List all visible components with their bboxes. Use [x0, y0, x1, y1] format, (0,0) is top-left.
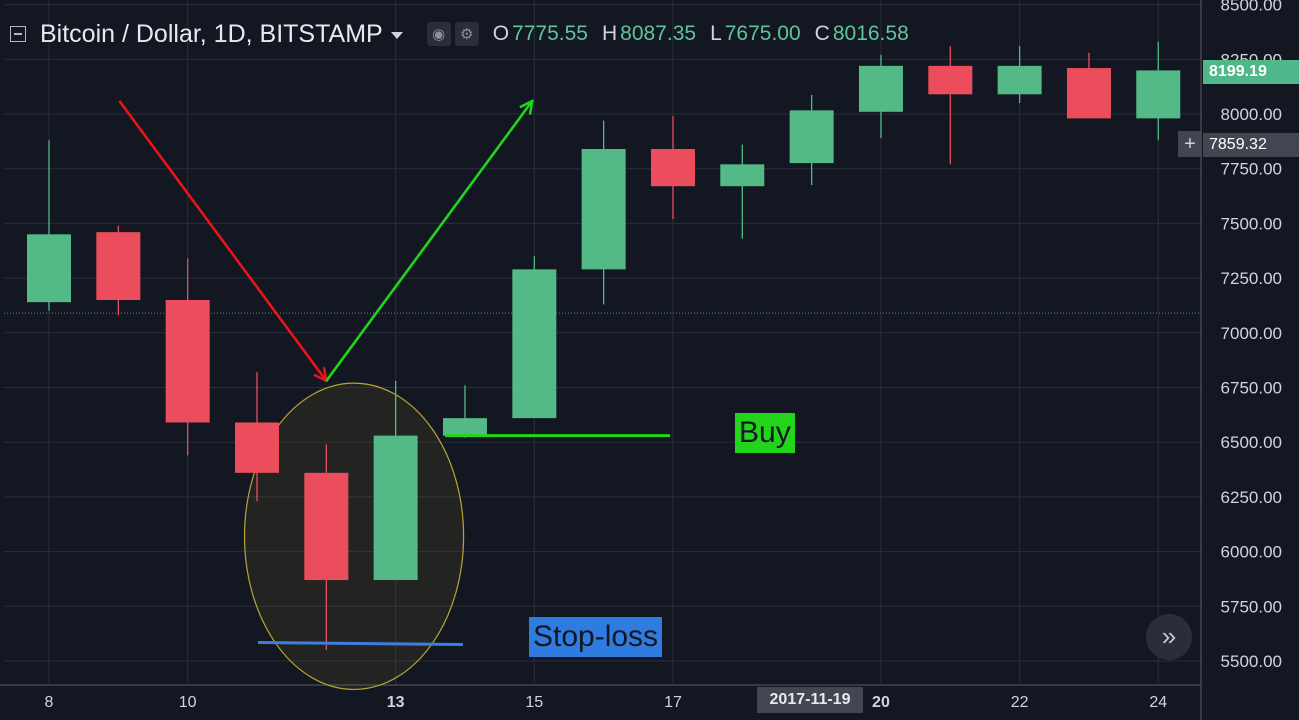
y-tick-label: 7000.00 [1221, 324, 1282, 343]
candle-up [1136, 41, 1181, 141]
candle-body [789, 110, 834, 164]
stop-loss-label[interactable]: Stop-loss [529, 617, 663, 657]
x-tick-label: 24 [1149, 694, 1167, 711]
candle-body [442, 418, 487, 436]
y-tick-label: 5750.00 [1221, 597, 1282, 616]
gear-icon[interactable]: ⚙ [454, 22, 479, 46]
candle-down [650, 116, 695, 220]
y-tick-label: 7250.00 [1221, 269, 1282, 288]
candle-down [234, 372, 279, 502]
scroll-to-realtime-button[interactable]: » [1146, 614, 1192, 660]
candle-down [304, 444, 349, 651]
collapse-icon[interactable] [10, 26, 26, 42]
ohlc-open-value: 7775.55 [512, 22, 588, 45]
x-tick-label: 13 [387, 694, 405, 711]
chart-header: Bitcoin / Dollar, 1D, BITSTAMP ◉ ⚙ O 777… [10, 16, 909, 52]
candle-body [581, 149, 626, 270]
ohlc-low: L 7675.00 [710, 22, 801, 46]
y-tick-label: 8000.00 [1221, 105, 1282, 124]
y-tick-label: 8500.00 [1221, 0, 1282, 15]
cursor-price-tag: 7859.32 [1203, 133, 1299, 157]
candle-body [720, 164, 765, 187]
y-tick-label: 7750.00 [1221, 160, 1282, 179]
ohlc-high-key: H [601, 22, 618, 45]
candle-down [1066, 52, 1111, 119]
candle-body [512, 269, 557, 419]
ohlc-close-key: C [814, 22, 830, 45]
ohlc-close: C 8016.58 [815, 22, 909, 46]
y-tick-label: 5500.00 [1221, 652, 1282, 671]
ohlc-close-value: 8016.58 [832, 22, 909, 45]
candle-body [373, 435, 418, 581]
candle-body [96, 232, 141, 300]
candle-up [442, 385, 487, 438]
x-tick-label: 15 [525, 694, 543, 711]
x-tick-label: 10 [179, 694, 197, 711]
candle-body [997, 65, 1042, 95]
candle-down [928, 46, 973, 165]
candle-up [997, 46, 1042, 104]
symbol-title[interactable]: Bitcoin / Dollar, 1D, BITSTAMP [40, 19, 383, 48]
y-tick-label: 6000.00 [1221, 543, 1282, 562]
candle-up [581, 120, 626, 305]
y-tick-label: 6250.00 [1221, 488, 1282, 507]
candle-body [27, 234, 71, 303]
eye-icon[interactable]: ◉ [426, 22, 451, 46]
down-trend-arrow [118, 100, 326, 381]
candle-up [27, 140, 71, 311]
candle-body [928, 65, 973, 95]
candle-down [96, 225, 141, 316]
ohlc-low-value: 7675.00 [724, 22, 801, 45]
chevron-down-icon[interactable] [390, 31, 403, 39]
last-price-tag: 8199.19 [1203, 60, 1299, 84]
candle-body [304, 472, 349, 581]
candle-body [650, 149, 695, 187]
candle-up [858, 54, 903, 139]
y-tick-label: 6500.00 [1221, 433, 1282, 452]
buy-label[interactable]: Buy [735, 413, 795, 453]
y-tick-label: 6750.00 [1221, 379, 1282, 398]
cursor-date-tag: 2017-11-19 [757, 687, 863, 713]
plus-icon[interactable]: + [1178, 131, 1202, 157]
ohlc-open: O 7775.55 [493, 22, 588, 46]
ohlc-high-value: 8087.35 [620, 22, 697, 45]
candle-up [789, 94, 834, 186]
x-tick-label: 20 [872, 694, 890, 711]
candle-body [1066, 68, 1111, 119]
up-trend-arrow [325, 101, 532, 382]
candle-up [720, 144, 765, 239]
x-tick-label: 8 [45, 694, 54, 711]
x-tick-label: 22 [1011, 694, 1029, 711]
candle-up [373, 380, 418, 581]
candle-body [234, 422, 279, 473]
ohlc-open-key: O [492, 22, 510, 45]
ohlc-high: H 8087.35 [602, 22, 696, 46]
candle-body [165, 299, 210, 423]
candle-up [512, 256, 557, 419]
x-tick-label: 17 [664, 694, 682, 711]
candle-down [165, 258, 210, 456]
candle-body [858, 65, 903, 112]
ohlc-low-key: L [710, 22, 722, 45]
candle-body [1136, 70, 1181, 119]
y-tick-label: 7500.00 [1221, 214, 1282, 233]
stop-loss-line [257, 640, 464, 646]
